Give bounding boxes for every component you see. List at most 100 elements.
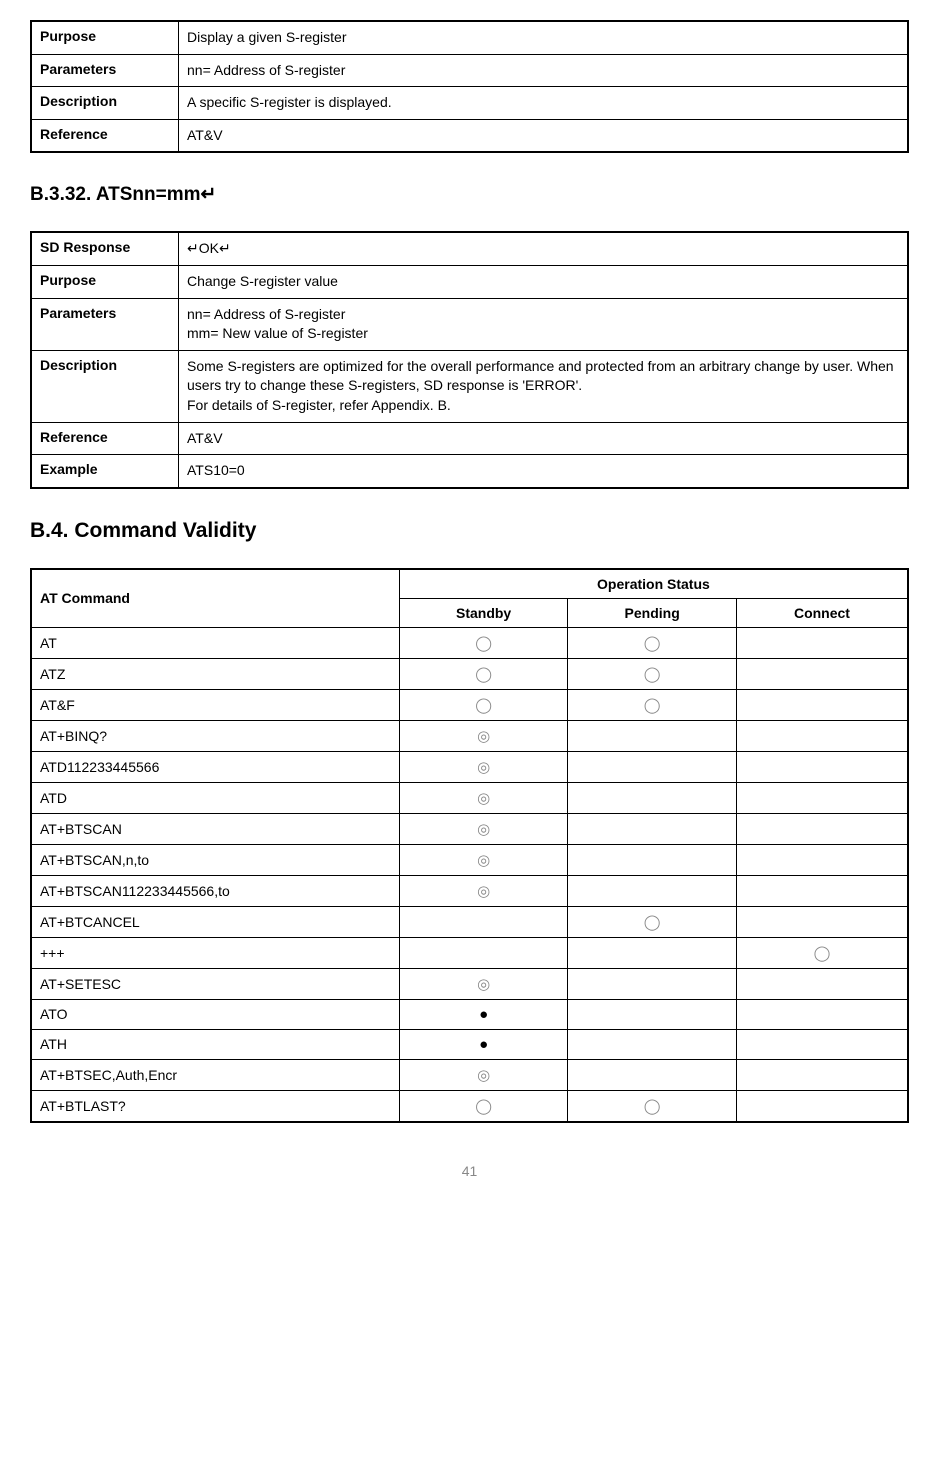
row-value: AT&V	[179, 119, 909, 152]
cell-command: ATH	[31, 1029, 399, 1059]
cell-status	[568, 875, 737, 906]
table-row: AT+BTLAST?◯◯	[31, 1090, 908, 1122]
section-heading-command-validity: B.4. Command Validity	[30, 519, 909, 543]
cell-command: AT+BTLAST?	[31, 1090, 399, 1122]
table-row: ATD◎	[31, 782, 908, 813]
cell-status	[736, 875, 908, 906]
cell-status	[568, 1029, 737, 1059]
cell-command: AT+BTSCAN112233445566,to	[31, 875, 399, 906]
cell-command: AT+BTSEC,Auth,Encr	[31, 1059, 399, 1090]
row-value: ↵OK↵	[179, 232, 909, 265]
row-value: ATS10=0	[179, 455, 909, 488]
cell-command: ATD	[31, 782, 399, 813]
cell-status: ●	[399, 999, 568, 1029]
cell-status	[568, 1059, 737, 1090]
cell-status: ◎	[399, 968, 568, 999]
cell-status: ◎	[399, 751, 568, 782]
cell-status	[736, 1029, 908, 1059]
cell-status: ◯	[736, 937, 908, 968]
cell-status	[736, 999, 908, 1029]
cell-status: ◯	[568, 1090, 737, 1122]
row-value: Some S-registers are optimized for the o…	[179, 350, 909, 422]
cell-status: ◎	[399, 813, 568, 844]
row-value: nn= Address of S-registermm= New value o…	[179, 298, 909, 350]
table-row: +++ ◯	[31, 937, 908, 968]
cell-status	[736, 968, 908, 999]
table-row: AT+BTSCAN112233445566,to◎	[31, 875, 908, 906]
col-header-operation-status: Operation Status	[399, 569, 908, 599]
cell-status	[568, 968, 737, 999]
section-heading-atsnn-mm: B.3.32. ATSnn=mm↵	[30, 183, 909, 206]
row-label: Reference	[31, 119, 179, 152]
cell-command: +++	[31, 937, 399, 968]
cell-status: ◯	[568, 689, 737, 720]
cell-status: ◯	[568, 658, 737, 689]
table-row: AT+BTSEC,Auth,Encr◎	[31, 1059, 908, 1090]
cell-status	[736, 658, 908, 689]
row-label: Description	[31, 350, 179, 422]
cell-status	[736, 813, 908, 844]
table-row: ATH●	[31, 1029, 908, 1059]
row-label: Example	[31, 455, 179, 488]
cell-status: ●	[399, 1029, 568, 1059]
cell-status	[736, 720, 908, 751]
cell-status: ◎	[399, 1059, 568, 1090]
table-row: AT+BTCANCEL◯	[31, 906, 908, 937]
table-command-validity: AT Command Operation Status Standby Pend…	[30, 568, 909, 1123]
row-label: Parameters	[31, 298, 179, 350]
cell-status	[568, 844, 737, 875]
cell-command: AT+SETESC	[31, 968, 399, 999]
cell-status	[568, 782, 737, 813]
cell-status	[736, 751, 908, 782]
cell-status	[399, 937, 568, 968]
row-label: SD Response	[31, 232, 179, 265]
table-atsnn-change: SD Response↵OK↵PurposeChange S-register …	[30, 231, 909, 488]
cell-status: ◎	[399, 875, 568, 906]
cell-command: ATD112233445566	[31, 751, 399, 782]
cell-status	[736, 627, 908, 658]
cell-status: ◯	[568, 627, 737, 658]
row-value: nn= Address of S-register	[179, 54, 909, 87]
table-row: ATD112233445566◎	[31, 751, 908, 782]
cell-status	[736, 782, 908, 813]
cell-command: ATO	[31, 999, 399, 1029]
table-row: AT+BTSCAN◎	[31, 813, 908, 844]
cell-status: ◎	[399, 844, 568, 875]
cell-status	[736, 1059, 908, 1090]
cell-command: AT&F	[31, 689, 399, 720]
row-label: Reference	[31, 422, 179, 455]
cell-command: AT+BTSCAN,n,to	[31, 844, 399, 875]
table-row: AT+SETESC◎	[31, 968, 908, 999]
row-label: Purpose	[31, 21, 179, 54]
col-header-standby: Standby	[399, 598, 568, 627]
cell-command: AT	[31, 627, 399, 658]
col-header-at-command: AT Command	[31, 569, 399, 628]
row-value: AT&V	[179, 422, 909, 455]
cell-status	[736, 906, 908, 937]
cell-status	[736, 844, 908, 875]
cell-status: ◯	[399, 689, 568, 720]
cell-status	[736, 689, 908, 720]
cell-status	[568, 751, 737, 782]
cell-status: ◯	[399, 627, 568, 658]
cell-status: ◯	[568, 906, 737, 937]
col-header-pending: Pending	[568, 598, 737, 627]
table-row: ATZ◯◯	[31, 658, 908, 689]
col-header-connect: Connect	[736, 598, 908, 627]
table-row: AT+BTSCAN,n,to◎	[31, 844, 908, 875]
cell-command: AT+BTSCAN	[31, 813, 399, 844]
row-label: Purpose	[31, 265, 179, 298]
cell-status: ◯	[399, 1090, 568, 1122]
table-row: AT+BINQ?◎	[31, 720, 908, 751]
cell-status	[568, 937, 737, 968]
cell-status	[399, 906, 568, 937]
table-row: AT&F◯◯	[31, 689, 908, 720]
cell-status	[568, 999, 737, 1029]
cell-status	[568, 813, 737, 844]
cell-status	[568, 720, 737, 751]
cell-command: AT+BINQ?	[31, 720, 399, 751]
cell-status: ◎	[399, 720, 568, 751]
cell-status: ◎	[399, 782, 568, 813]
row-label: Description	[31, 87, 179, 120]
row-label: Parameters	[31, 54, 179, 87]
